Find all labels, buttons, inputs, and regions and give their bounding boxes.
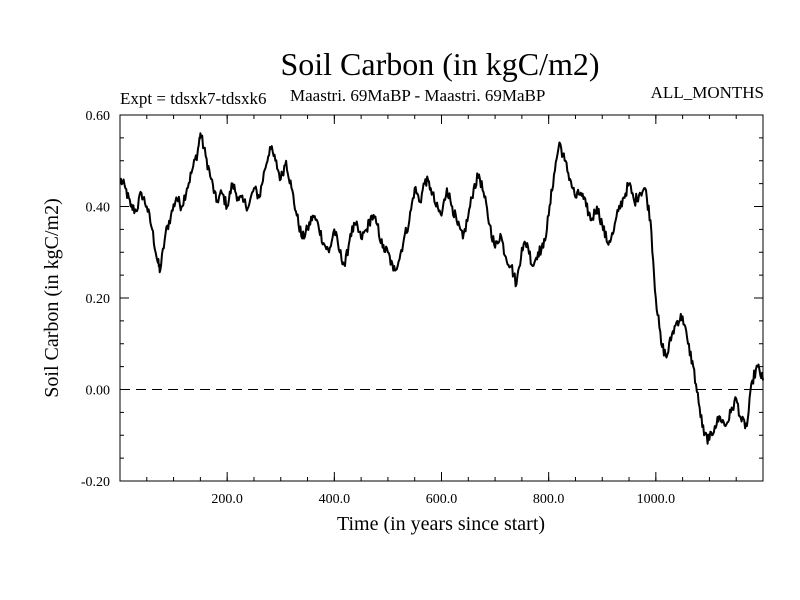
x-tick-label: 400.0 (319, 492, 351, 507)
chart-subtitle-center: Maastri. 69MaBP - Maastri. 69MaBP (290, 86, 545, 105)
y-tick-label: 0.00 (86, 384, 111, 399)
soil-carbon-series-line (119, 132, 764, 445)
x-tick-label: 800.0 (533, 492, 565, 507)
x-tick-label: 200.0 (211, 492, 243, 507)
x-axis-label: Time (in years since start) (337, 513, 545, 535)
y-axis-label: Soil Carbon (in kgC/m2) (41, 198, 63, 397)
x-tick-label: 1000.0 (637, 492, 676, 507)
chart-title: Soil Carbon (in kgC/m2) (280, 46, 599, 82)
chart-subtitle-left: Expt = tdsxk7-tdsxk6 (120, 89, 267, 108)
x-tick-label: 600.0 (426, 492, 458, 507)
y-tick-label: 0.20 (86, 292, 111, 307)
plot-frame (119, 114, 764, 482)
chart-subtitle-right: ALL_MONTHS (651, 83, 764, 102)
y-tick-label: 0.60 (86, 109, 111, 124)
y-tick-label: 0.40 (86, 201, 111, 216)
y-tick-label: -0.20 (81, 475, 110, 490)
